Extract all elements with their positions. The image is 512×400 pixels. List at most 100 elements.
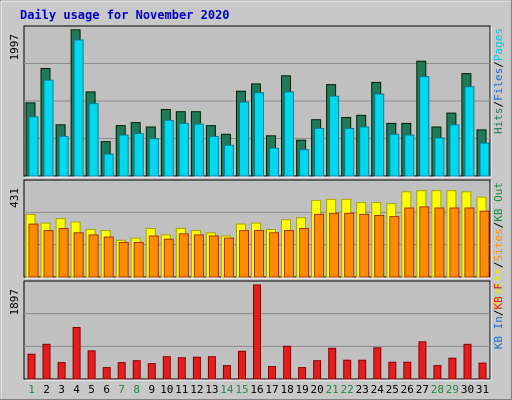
x-tick-label: 15 <box>235 383 248 396</box>
bar-sites-day-17 <box>269 232 279 278</box>
bar-files-day-23 <box>359 126 370 177</box>
x-tick-label: 13 <box>205 383 218 396</box>
bar-kb-f-day-4 <box>72 327 81 380</box>
x-tick-label: 30 <box>461 383 474 396</box>
bar-sites-day-19 <box>299 228 310 278</box>
x-tick-label: 18 <box>280 383 293 396</box>
x-tick-label: 22 <box>341 383 354 396</box>
bar-files-day-28 <box>434 137 445 177</box>
bar-files-day-2 <box>43 79 54 177</box>
x-tick-label: 23 <box>356 383 369 396</box>
x-tick-label: 16 <box>250 383 263 396</box>
bar-sites-day-22 <box>344 212 355 278</box>
bar-kb-f-day-20 <box>313 360 322 380</box>
bar-kb-f-day-30 <box>463 343 472 380</box>
x-tick-label: 10 <box>160 383 173 396</box>
x-tick-label: 4 <box>73 383 80 396</box>
bar-files-day-18 <box>284 91 294 177</box>
bar-files-day-10 <box>163 119 174 177</box>
x-tick-label: 3 <box>58 383 65 396</box>
bar-kb-f-day-10 <box>162 356 171 380</box>
bar-sites-day-7 <box>118 242 129 278</box>
bar-kb-f-day-21 <box>328 347 337 380</box>
bar-sites-day-15 <box>239 230 249 278</box>
bar-kb-f-day-1 <box>27 353 36 380</box>
x-tick-label: 5 <box>88 383 95 396</box>
legend-separator: / <box>492 310 505 317</box>
bar-sites-day-5 <box>88 234 99 278</box>
bar-kb-f-day-31 <box>478 362 487 380</box>
x-tick-label: 28 <box>431 383 444 396</box>
x-axis-labels: 1 2 3 4 5 6 7 8 9 10 11 12 13 14 15 16 17 18 19 20 21 22 23 24 2… <box>28 383 489 396</box>
bar-files-day-21 <box>329 95 340 177</box>
bar-files-day-15 <box>239 101 249 177</box>
bar-kb-f-day-27 <box>418 341 427 380</box>
bar-sites-day-13 <box>208 235 219 278</box>
bar-files-day-8 <box>133 133 144 177</box>
legend-separator: / <box>492 222 505 229</box>
bar-files-day-1 <box>28 116 39 177</box>
bar-sites-day-21 <box>329 212 340 278</box>
legend-entry-sites: Sites <box>492 228 505 261</box>
bar-sites-day-20 <box>314 213 325 278</box>
x-tick-label: 7 <box>118 383 125 396</box>
panel-middle-legend: Visits/Sites/KB Out <box>492 182 505 308</box>
bar-files-day-19 <box>299 149 310 177</box>
bar-sites-day-28 <box>434 207 445 278</box>
panel-bottom-legend-text: KB In/KB F <box>492 283 505 349</box>
bar-sites-day-10 <box>163 238 174 278</box>
panel-bottom: 1897 KB In/KB F <box>8 280 505 381</box>
bar-sites-day-6 <box>103 236 114 278</box>
bar-sites-day-29 <box>449 207 460 278</box>
bar-kb-f-day-13 <box>207 356 216 380</box>
bar-files-day-16 <box>254 92 264 177</box>
bar-kb-f-day-12 <box>192 356 201 380</box>
panel-bottom-legend: KB In/KB F <box>492 283 505 349</box>
panel-top-legend-text: Hits/Files/Pages <box>492 28 505 134</box>
x-tick-label: 1 <box>28 383 35 396</box>
x-tick-label: 17 <box>265 383 278 396</box>
bar-sites-day-31 <box>479 210 490 278</box>
legend-entry-files: Files <box>492 68 505 101</box>
bar-files-day-5 <box>88 103 99 177</box>
series-sites <box>28 206 490 278</box>
x-tick-label: 31 <box>476 383 489 396</box>
bar-kb-f-day-28 <box>433 365 442 380</box>
bar-kb-f-day-22 <box>343 359 352 380</box>
x-tick-label: 9 <box>148 383 155 396</box>
bar-files-day-31 <box>479 142 490 177</box>
bar-kb-f-day-15 <box>238 350 246 380</box>
bar-files-day-20 <box>314 128 325 177</box>
bar-sites-day-30 <box>464 207 475 278</box>
bar-kb-f-day-17 <box>268 366 276 380</box>
bar-files-day-26 <box>404 134 415 177</box>
bar-files-day-22 <box>344 128 355 177</box>
bar-kb-f-day-23 <box>358 359 367 380</box>
bar-kb-f-day-5 <box>87 350 96 380</box>
x-tick-label: 8 <box>133 383 140 396</box>
bar-sites-day-18 <box>284 230 294 278</box>
bar-files-day-6 <box>103 153 114 177</box>
panel-bottom-ymax-label: 1897 <box>8 289 21 316</box>
series-kb-f <box>27 284 487 380</box>
bar-files-day-30 <box>464 86 475 177</box>
x-tick-label: 12 <box>190 383 203 396</box>
x-tick-label: 26 <box>401 383 414 396</box>
bar-sites-day-2 <box>43 230 54 278</box>
bar-kb-f-day-26 <box>403 361 412 380</box>
bar-files-day-7 <box>118 134 129 177</box>
bar-files-day-11 <box>178 122 189 177</box>
legend-entry-kb-out: KB Out <box>492 182 505 222</box>
bar-files-day-27 <box>419 76 430 177</box>
x-tick-label: 24 <box>371 383 385 396</box>
bar-kb-f-day-24 <box>373 347 382 380</box>
panel-middle-legend-text: Visits/Sites/KB Out <box>492 182 505 308</box>
x-tick-label: 6 <box>103 383 110 396</box>
bar-kb-f-day-19 <box>298 367 307 380</box>
x-tick-label: 2 <box>43 383 50 396</box>
x-tick-label: 19 <box>295 383 308 396</box>
bar-files-day-3 <box>58 136 69 177</box>
bar-sites-day-12 <box>193 234 204 278</box>
